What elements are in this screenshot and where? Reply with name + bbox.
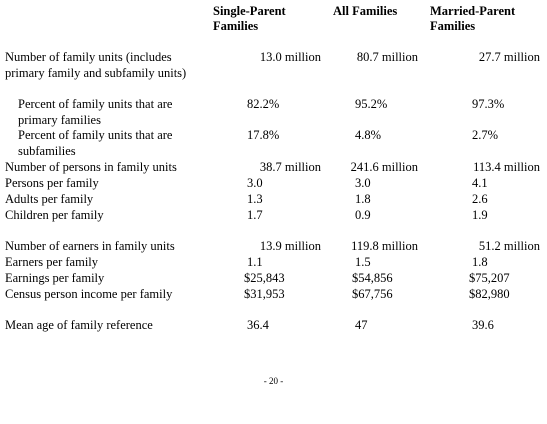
single-parent-value: 36.4 [247, 318, 269, 332]
column-header-all-families: All Families [333, 4, 398, 18]
all-families-value: 1.5 [355, 255, 371, 269]
single-parent-value: 17.8% [247, 128, 280, 142]
page-number: - 20 - [263, 376, 284, 386]
single-parent-value: 13.0 million [259, 50, 321, 64]
row-label: Earnings per family [5, 271, 105, 285]
all-families-value: 0.9 [355, 208, 371, 222]
single-parent-value: $25,843 [244, 271, 285, 285]
married-parent-value: 2.6 [472, 192, 488, 206]
all-families-value: 1.8 [355, 192, 371, 206]
single-parent-value: 1.7 [247, 208, 263, 222]
row-label: Number of family units (includes primary… [5, 50, 187, 80]
all-families-value: $54,856 [352, 271, 393, 285]
column-header-single-parent: Single-Parent Families [213, 4, 286, 33]
all-families-value: 80.7 million [356, 50, 418, 64]
married-parent-value: 1.8 [472, 255, 488, 269]
row-label: Children per family [5, 208, 104, 222]
row-label: Number of earners in family units [5, 239, 175, 253]
single-parent-value: 82.2% [247, 97, 280, 111]
single-parent-value: 13.9 million [259, 239, 321, 253]
married-parent-value: 27.7 million [478, 50, 540, 64]
married-parent-value: 39.6 [472, 318, 494, 332]
married-parent-value: 4.1 [472, 176, 488, 190]
row-label: Percent of family units that are subfami… [18, 128, 173, 158]
all-families-value: 95.2% [355, 97, 388, 111]
all-families-value: 3.0 [355, 176, 371, 190]
married-parent-value: $75,207 [469, 271, 510, 285]
all-families-value: 4.8% [355, 128, 382, 142]
row-label: Number of persons in family units [5, 160, 177, 174]
single-parent-value: 1.3 [247, 192, 263, 206]
row-label: Mean age of family reference [5, 318, 153, 332]
row-label: Percent of family units that are primary… [18, 97, 173, 127]
married-parent-value: 1.9 [472, 208, 488, 222]
all-families-value: 119.8 million [351, 239, 418, 253]
column-header-married-parent: Married-Parent Families [430, 4, 516, 33]
row-label: Persons per family [5, 176, 99, 190]
all-families-value: $67,756 [352, 287, 393, 301]
single-parent-value: 3.0 [247, 176, 263, 190]
all-families-value: 47 [355, 318, 368, 332]
married-parent-value: $82,980 [469, 287, 510, 301]
married-parent-value: 97.3% [472, 97, 505, 111]
single-parent-value: 38.7 million [259, 160, 321, 174]
all-families-value: 241.6 million [350, 160, 418, 174]
married-parent-value: 51.2 million [478, 239, 540, 253]
row-label: Earners per family [5, 255, 99, 269]
row-label: Adults per family [5, 192, 94, 206]
row-label: Census person income per family [5, 287, 173, 301]
married-parent-value: 113.4 million [473, 160, 540, 174]
married-parent-value: 2.7% [472, 128, 499, 142]
single-parent-value: 1.1 [247, 255, 263, 269]
single-parent-value: $31,953 [244, 287, 285, 301]
